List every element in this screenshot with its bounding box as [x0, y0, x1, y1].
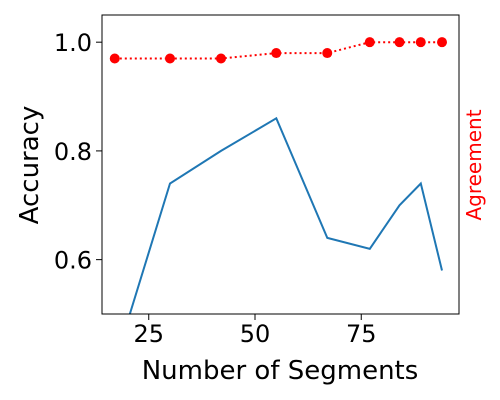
series-1-point	[364, 37, 375, 48]
y-tick-label: 0.6	[54, 247, 92, 275]
series-1-point	[109, 53, 120, 64]
series-1-point	[271, 48, 282, 59]
series-line-1	[114, 41, 442, 60]
series-1-point	[165, 53, 175, 64]
x-tick-label: 25	[133, 320, 164, 348]
x-tick-label: 50	[240, 320, 271, 348]
series-1-point	[394, 37, 405, 48]
x-axis-label: Number of Segments	[142, 356, 419, 386]
y-tick-label: 0.8	[54, 138, 92, 166]
y-axis-label: Accuracy	[15, 106, 45, 225]
series-1-point	[437, 37, 447, 48]
series-line-0	[128, 116, 443, 314]
x-axis: 25 50 75	[133, 314, 377, 348]
series-1-point	[415, 37, 426, 48]
series-1-point	[322, 48, 333, 59]
plot-frame	[101, 14, 460, 315]
x-tick-label: 75	[346, 320, 377, 348]
y-axis: 0.6 0.8 1.0	[54, 29, 102, 275]
right-axis-label: Agreement	[462, 109, 486, 220]
series-1-point	[216, 53, 226, 64]
series-layer	[109, 37, 447, 314]
y-tick-label: 1.0	[54, 29, 92, 57]
